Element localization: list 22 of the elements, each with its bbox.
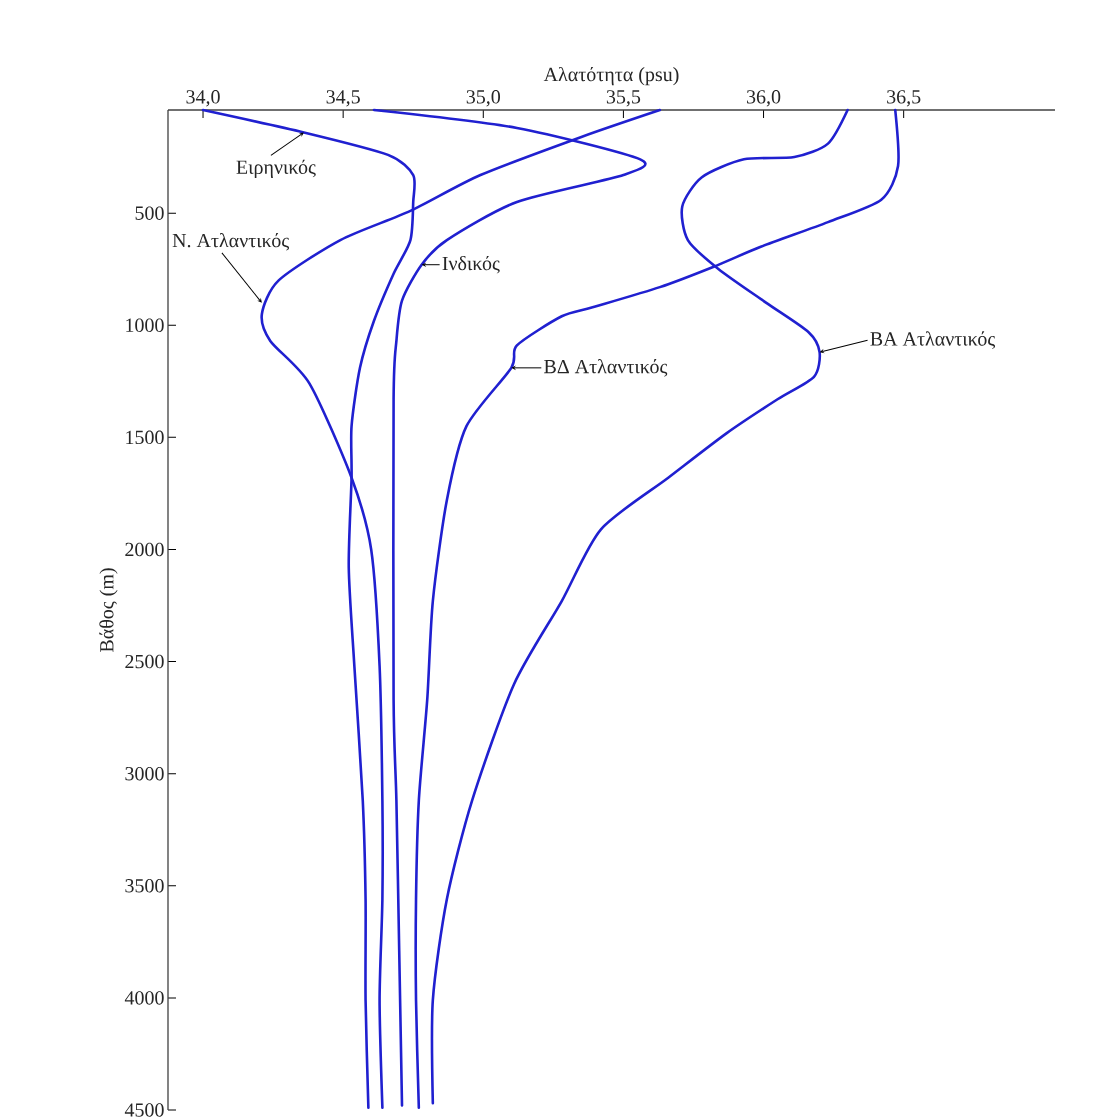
- x-tick-label: 35,5: [606, 90, 641, 107]
- annotation: ΒΑ Ατλαντικός: [870, 331, 996, 349]
- y-tick-label: 2000: [125, 542, 164, 557]
- annotation: Ινδικός: [442, 255, 500, 274]
- annotation: Ειρηνικός: [236, 159, 316, 178]
- annotation: Ν. Ατλαντικός: [172, 233, 290, 251]
- y-tick-label: 4000: [124, 991, 164, 1005]
- y-axis-title: Βάθος (m): [99, 568, 118, 653]
- y-tick-label: 3000: [125, 766, 164, 781]
- x-tick-label: 36,5: [887, 90, 921, 107]
- annotation: ΒΔ Ατλαντικός: [544, 359, 668, 377]
- x-tick-label: 36,0: [746, 90, 781, 107]
- x-tick-label: 34,0: [186, 90, 220, 107]
- y-tick-label: 3500: [125, 879, 164, 893]
- x-tick-label: 35,0: [466, 90, 501, 107]
- y-tick-label: 1500: [126, 430, 164, 445]
- y-tick-label: 2500: [125, 654, 164, 669]
- x-tick-label: 34,5: [326, 90, 360, 107]
- y-tick-label: 500: [135, 206, 164, 220]
- y-tick-label: 1000: [126, 318, 164, 332]
- y-tick-label: 4500: [124, 1103, 164, 1117]
- x-axis-title: Αλατότητα (psu): [543, 66, 679, 86]
